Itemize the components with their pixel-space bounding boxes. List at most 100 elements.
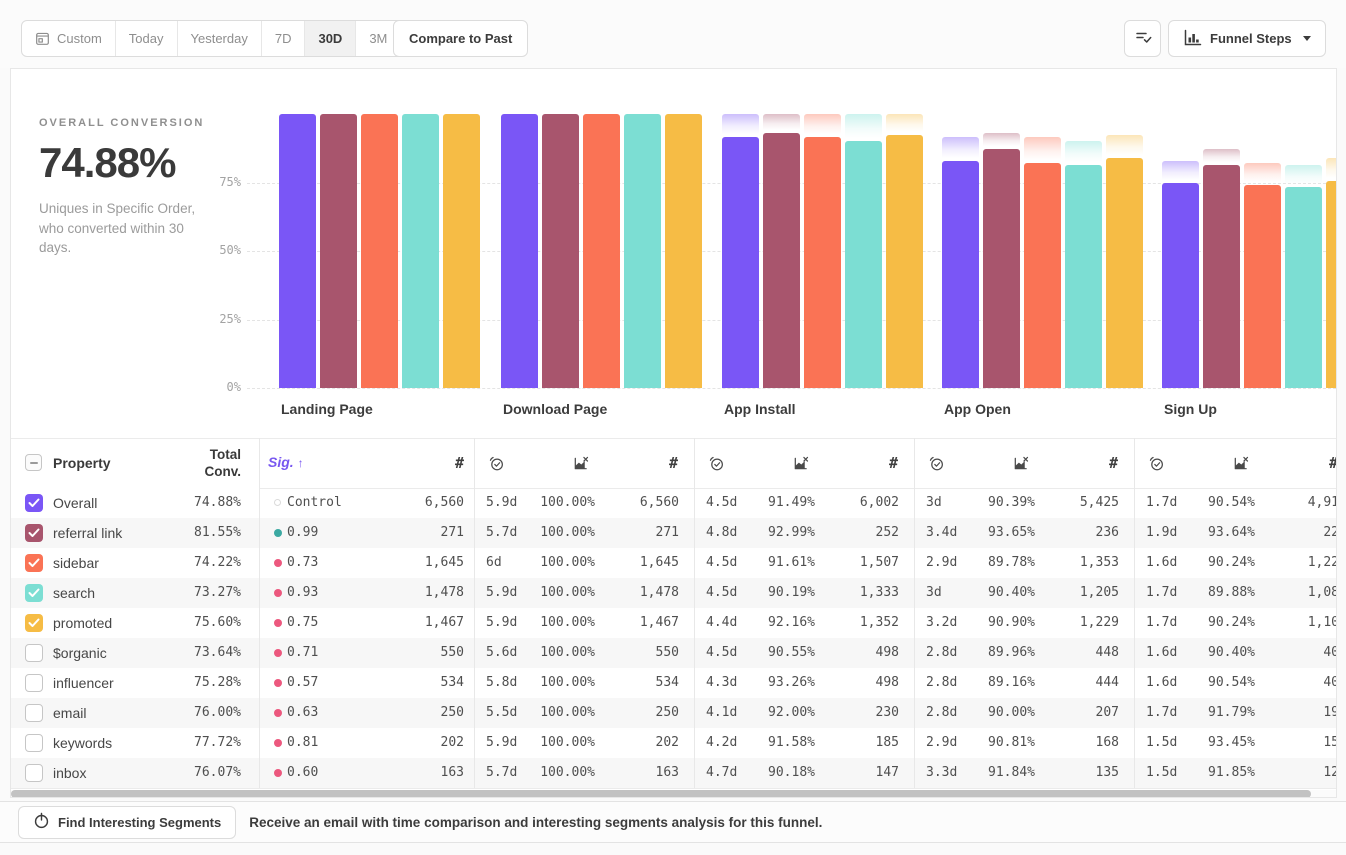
conversion-rate-column-header-icon[interactable] xyxy=(1232,455,1249,477)
avg-time-to-convert: 4.8d xyxy=(706,525,738,540)
segment-checkbox-keywords[interactable] xyxy=(25,734,43,752)
date-range-custom[interactable]: Custom xyxy=(22,21,115,56)
date-range-today[interactable]: Today xyxy=(114,21,177,56)
total-conv-column-header[interactable]: Total Conv. xyxy=(204,447,242,480)
segment-checkbox-search[interactable] xyxy=(25,584,43,602)
step-conversion-rate: 89.96% xyxy=(988,645,1035,660)
total-conversion-value: 77.72% xyxy=(194,735,241,750)
funnel-bar-promoted-step3[interactable] xyxy=(886,135,923,388)
funnel-steps-label: Funnel Steps xyxy=(1210,31,1292,46)
segment-checkbox-Overall[interactable] xyxy=(25,494,43,512)
find-interesting-segments-button[interactable]: Find Interesting Segments xyxy=(18,805,237,839)
segment-checkbox-$organic[interactable] xyxy=(25,644,43,662)
footer-bar: Find Interesting Segments Receive an ema… xyxy=(0,801,1346,843)
count-column-header[interactable]: # xyxy=(454,454,464,472)
segment-label: influencer xyxy=(53,675,114,691)
avg-time-column-header-icon[interactable] xyxy=(1148,455,1165,477)
segment-label: inbox xyxy=(53,765,87,781)
date-range-30d[interactable]: 30D xyxy=(304,21,356,56)
step-count: 1,229 xyxy=(1079,615,1119,630)
conversion-rate-column-header-icon[interactable] xyxy=(572,455,589,477)
funnel-bar-sidebar-step4[interactable] xyxy=(1024,162,1061,388)
funnel-bar-referral-link-step3[interactable] xyxy=(763,133,800,388)
funnel-bar-Overall-step1[interactable] xyxy=(279,114,316,388)
summary-label: OVERALL CONVERSION xyxy=(39,117,205,129)
step-count: 1,507 xyxy=(859,555,899,570)
funnel-bar-referral-link-step2[interactable] xyxy=(542,114,579,388)
funnel-dropoff-ghost xyxy=(722,114,759,135)
count-column-header[interactable]: # xyxy=(1318,454,1336,472)
funnel-bar-promoted-step4[interactable] xyxy=(1106,158,1143,388)
step-conversion-rate: 91.61% xyxy=(768,555,815,570)
step-count: 6,002 xyxy=(859,495,899,510)
funnel-bar-search-step5[interactable] xyxy=(1285,187,1322,388)
y-axis-tick: 50% xyxy=(219,243,241,257)
select-all-checkbox[interactable] xyxy=(25,454,42,471)
segment-checkbox-influencer[interactable] xyxy=(25,674,43,692)
segment-checkbox-sidebar[interactable] xyxy=(25,554,43,572)
funnel-bar-Overall-step4[interactable] xyxy=(942,161,979,388)
segment-checkbox-referral-link[interactable] xyxy=(25,524,43,542)
funnel-bar-search-step1[interactable] xyxy=(402,114,439,388)
date-range-7d[interactable]: 7D xyxy=(260,21,305,56)
segment-checkbox-email[interactable] xyxy=(25,704,43,722)
avg-time-column-header-icon[interactable] xyxy=(708,455,725,477)
date-range-3m[interactable]: 3M xyxy=(355,21,400,56)
funnel-bar-promoted-step5[interactable] xyxy=(1326,180,1336,388)
avg-time-to-convert: 4.5d xyxy=(706,585,738,600)
avg-time-to-convert: 4.1d xyxy=(706,705,738,720)
significance-value: 0.57 xyxy=(287,675,319,690)
step-count: 230 xyxy=(875,705,899,720)
funnel-bar-Overall-step3[interactable] xyxy=(722,137,759,388)
step-count: 1,645 xyxy=(424,555,464,570)
step-count: 40 xyxy=(1323,645,1336,660)
conversion-rate-column-header-icon[interactable] xyxy=(1012,455,1029,477)
funnel-bar-sidebar-step3[interactable] xyxy=(804,136,841,388)
funnel-bar-referral-link-step1[interactable] xyxy=(320,114,357,388)
step-conversion-rate: 91.84% xyxy=(988,765,1035,780)
funnel-steps-dropdown[interactable]: Funnel Steps xyxy=(1168,20,1326,57)
date-range-label: 30D xyxy=(318,31,343,46)
step-conversion-rate: 91.58% xyxy=(768,735,815,750)
segment-checkbox-inbox[interactable] xyxy=(25,764,43,782)
property-column-header[interactable]: Property xyxy=(53,455,111,471)
compare-to-past-button[interactable]: Compare to Past xyxy=(393,20,529,57)
avg-time-to-convert: 1.7d xyxy=(1146,585,1178,600)
funnel-bar-promoted-step1[interactable] xyxy=(443,114,480,388)
funnel-bar-search-step4[interactable] xyxy=(1065,164,1102,388)
step-conversion-rate: 93.26% xyxy=(768,675,815,690)
segment-checkbox-promoted[interactable] xyxy=(25,614,43,632)
date-range-yesterday[interactable]: Yesterday xyxy=(176,21,261,56)
step-count: 1,22 xyxy=(1307,555,1337,570)
funnel-bar-sidebar-step1[interactable] xyxy=(361,114,398,388)
funnel-bar-search-step3[interactable] xyxy=(845,140,882,388)
funnel-bar-search-step2[interactable] xyxy=(624,114,661,388)
funnel-bar-sidebar-step5[interactable] xyxy=(1244,184,1281,388)
avg-time-to-convert: 3.3d xyxy=(926,765,958,780)
avg-time-to-convert: 5.9d xyxy=(486,495,518,510)
funnel-bar-Overall-step5[interactable] xyxy=(1162,182,1199,388)
count-column-header[interactable]: # xyxy=(888,454,898,472)
avg-time-to-convert: 5.9d xyxy=(486,615,518,630)
funnel-bar-Overall-step2[interactable] xyxy=(501,114,538,388)
table-row-keywords: keywords 77.72% 0.81 202 5.9d 100.00% 202 4.2d 9… xyxy=(11,728,1336,758)
step-conversion-rate: 90.40% xyxy=(988,585,1035,600)
table-row-sidebar: sidebar 74.22% 0.73 1,645 6d 100.00% 1,645 4.5d… xyxy=(11,548,1337,578)
funnel-bar-referral-link-step5[interactable] xyxy=(1203,164,1240,388)
avg-time-column-header-icon[interactable] xyxy=(928,455,945,477)
avg-time-column-header-icon[interactable] xyxy=(488,455,505,477)
annotations-filter-button[interactable] xyxy=(1124,20,1161,57)
horizontal-scrollbar-thumb[interactable] xyxy=(11,790,1311,797)
significance-value: 0.93 xyxy=(287,585,319,600)
count-column-header[interactable]: # xyxy=(668,454,678,472)
step-count: 147 xyxy=(875,765,899,780)
avg-time-to-convert: 2.8d xyxy=(926,705,958,720)
step-count: 1,352 xyxy=(859,615,899,630)
sig-column-header-sorted[interactable]: Sig. ↑ xyxy=(268,454,304,470)
conversion-rate-column-header-icon[interactable] xyxy=(792,455,809,477)
funnel-bar-promoted-step2[interactable] xyxy=(665,114,702,388)
funnel-bar-sidebar-step2[interactable] xyxy=(583,114,620,388)
step-count: 163 xyxy=(655,765,679,780)
count-column-header[interactable]: # xyxy=(1108,454,1118,472)
funnel-bar-referral-link-step4[interactable] xyxy=(983,149,1020,388)
